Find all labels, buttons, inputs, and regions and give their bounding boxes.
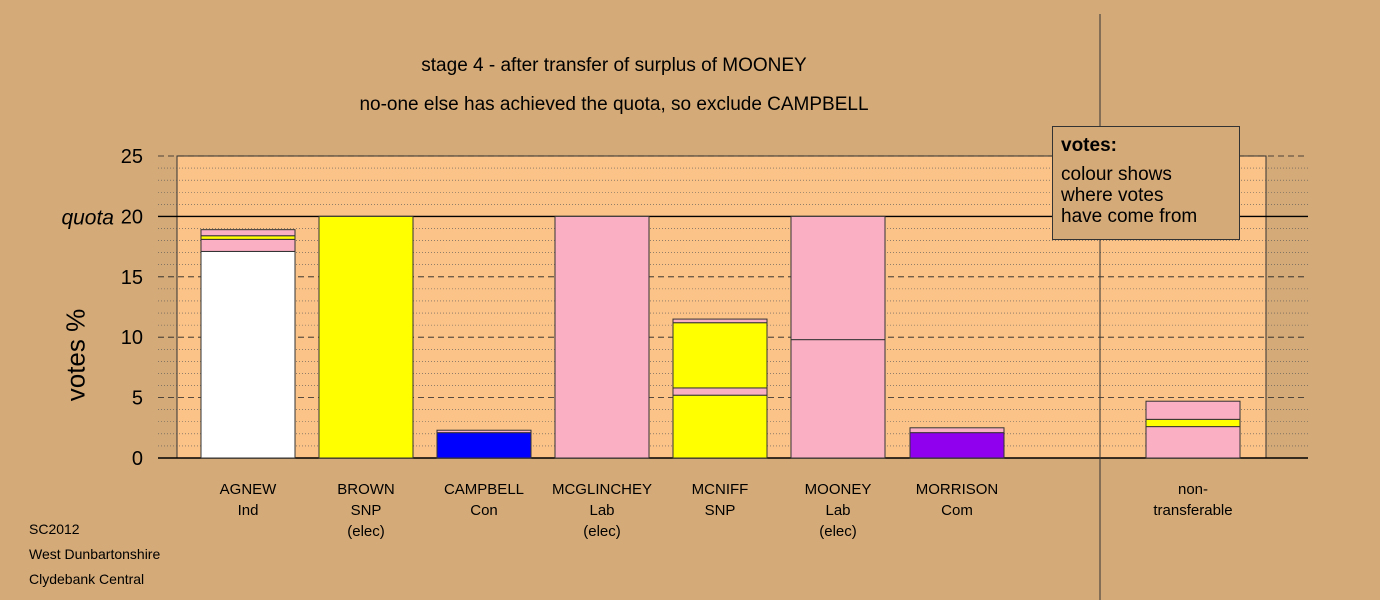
x-category-label: Com: [941, 502, 973, 519]
footer-year: SC2012: [29, 521, 80, 537]
y-axis-label: votes %: [60, 308, 91, 402]
quota-label: quota: [61, 206, 114, 229]
x-category-label: MCGLINCHEY: [552, 481, 652, 498]
bar-segment: [1145, 400, 1241, 420]
y-tick-label: 10: [121, 327, 143, 349]
x-category-label: non-: [1178, 481, 1208, 498]
bar-segment: [200, 238, 296, 252]
x-category-label: MOONEY: [805, 481, 872, 498]
bar-segment: [200, 229, 296, 237]
y-tick-label: 25: [121, 146, 143, 168]
x-category-label: SNP: [351, 502, 382, 519]
x-category-label: Lab: [825, 502, 850, 519]
chart-subtitle: no-one else has achieved the quota, so e…: [359, 94, 869, 115]
bar-segment: [672, 394, 768, 459]
x-category-label: MCNIFF: [692, 481, 749, 498]
x-category-label: AGNEW: [220, 481, 278, 498]
bar-segment: [909, 427, 1005, 434]
x-category-label: (elec): [347, 523, 385, 540]
legend-line: where votes: [1061, 185, 1164, 206]
y-tick-label: 20: [121, 206, 143, 228]
chart-title: stage 4 - after transfer of surplus of M…: [421, 55, 807, 76]
bar-segment: [909, 432, 1005, 459]
footer-ward: Clydebank Central: [29, 571, 145, 587]
legend-line: colour shows: [1061, 164, 1172, 185]
x-category-label: Lab: [589, 502, 614, 519]
bar-segment: [672, 318, 768, 324]
bar-segment: [200, 250, 296, 459]
y-tick-label: 0: [132, 448, 143, 470]
bar-segment: [790, 215, 886, 341]
bar-segment: [1145, 426, 1241, 459]
legend-box: votes: colour shows where votes have com…: [1052, 126, 1240, 240]
bar-segment: [790, 339, 886, 459]
bar-segment: [672, 322, 768, 389]
x-category-label: (elec): [583, 523, 621, 540]
x-category-label: Ind: [238, 502, 259, 519]
bar-segment: [1145, 418, 1241, 428]
x-category-label: BROWN: [337, 481, 395, 498]
footer-council: West Dunbartonshire: [29, 546, 161, 562]
x-category-label: transferable: [1153, 502, 1232, 519]
x-category-label: SNP: [705, 502, 736, 519]
x-category-label: MORRISON: [916, 481, 999, 498]
legend-title: votes:: [1061, 135, 1117, 156]
bar-segment: [436, 429, 532, 434]
y-tick-label: 15: [121, 267, 143, 289]
bar-segment: [200, 235, 296, 240]
bar-segment: [672, 387, 768, 396]
bar-segment: [554, 215, 650, 459]
y-tick-label: 5: [132, 388, 143, 410]
x-category-label: (elec): [819, 523, 857, 540]
bar-segment: [436, 432, 532, 459]
x-category-label: Con: [470, 502, 498, 519]
x-category-label: CAMPBELL: [444, 481, 524, 498]
legend-line: have come from: [1061, 206, 1198, 227]
bar-segment: [318, 215, 414, 459]
